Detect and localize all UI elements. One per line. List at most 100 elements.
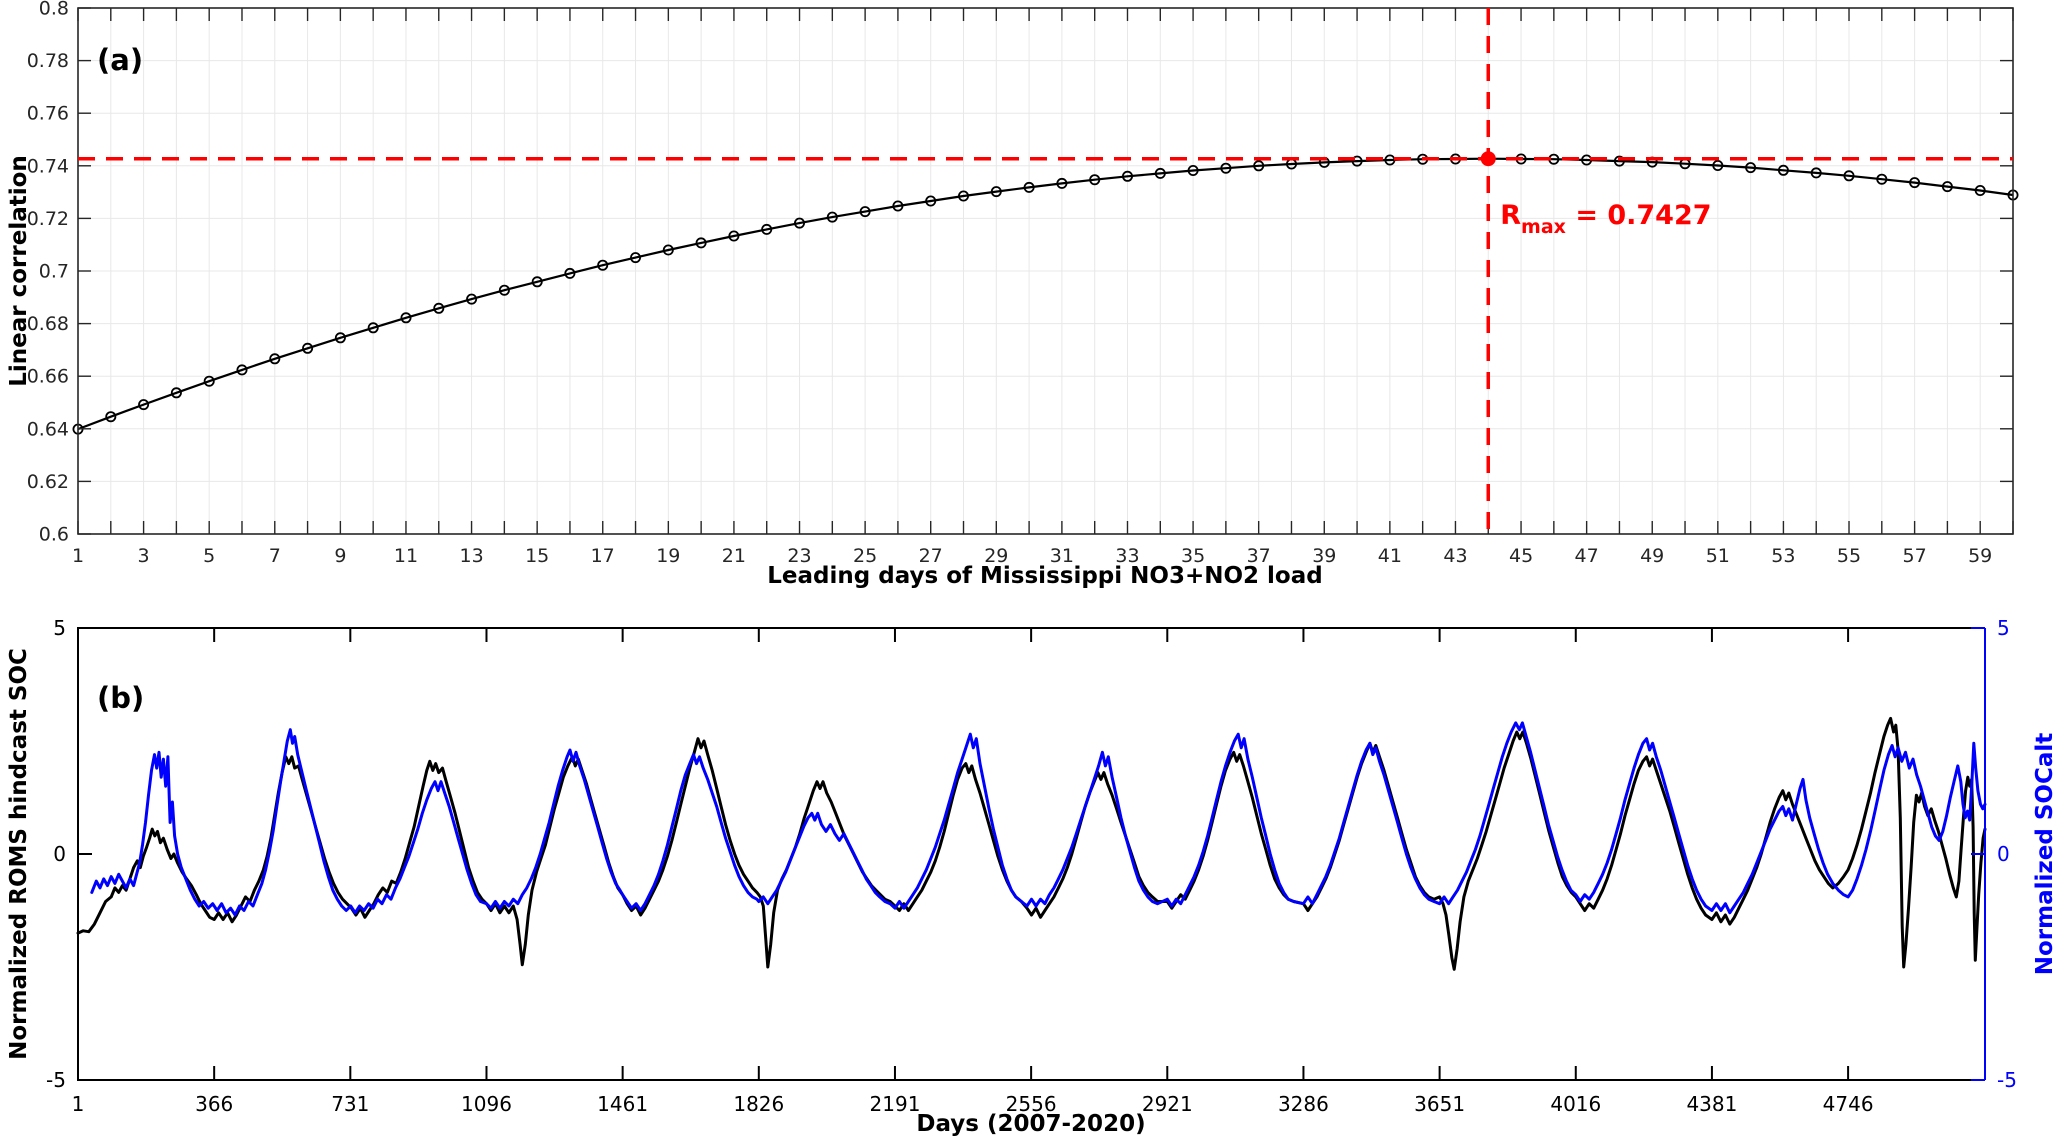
x-tick-label: 366: [195, 1092, 233, 1116]
x-tick-label: 5: [203, 545, 215, 567]
x-tick-label: 4381: [1686, 1092, 1737, 1116]
x-tick-label: 57: [1903, 545, 1927, 567]
data-point-marker: [433, 302, 445, 314]
data-point-marker: [630, 252, 642, 264]
data-point-marker: [1876, 173, 1888, 185]
data-point-marker: [728, 230, 740, 242]
panel-a-ylabel: Linear correlation: [6, 155, 32, 387]
x-tick-label: 1461: [597, 1092, 648, 1116]
x-tick-label: 2191: [870, 1092, 921, 1116]
panel-a: 1 3 5 7 9 11 13 15 17 19 21 23 25 27 29 31 33 35 37 39 41 43 4…: [6, 0, 2019, 589]
y-tick-label-right: 0: [1997, 842, 2010, 866]
x-tick-label: 2556: [1006, 1092, 1057, 1116]
y-tick-label-left: 0: [53, 842, 66, 866]
panel-b-ylabel-left: Normalized ROMS hindcast SOC: [6, 648, 32, 1060]
data-point-marker: [269, 353, 281, 365]
data-point-marker: [695, 237, 707, 249]
data-point-marker: [1253, 160, 1265, 172]
panel-b-letter: (b): [97, 681, 144, 715]
x-tick-label: 1826: [733, 1092, 784, 1116]
data-point-marker: [1712, 159, 1724, 171]
x-tick-label: 45: [1509, 545, 1533, 567]
panel-a-letter: (a): [97, 43, 143, 77]
data-point-marker: [859, 206, 871, 218]
x-tick-label: 25: [853, 545, 877, 567]
x-tick-label: 4016: [1550, 1092, 1601, 1116]
y-tick-label: 0.76: [27, 103, 69, 125]
normalized-roms-hindcast-soc-line: [76, 716, 1987, 971]
data-point-marker: [1089, 174, 1101, 186]
data-point-marker: [564, 267, 576, 279]
x-tick-label: 29: [984, 545, 1008, 567]
x-tick-label: 47: [1575, 545, 1599, 567]
panel-b-ylabel-right: Normalized SOCalt: [2032, 733, 2058, 976]
y-tick-label: 0.8: [39, 0, 69, 20]
x-tick-label: 39: [1312, 545, 1336, 567]
data-point-marker: [1154, 167, 1166, 179]
data-point-marker: [826, 211, 838, 223]
data-point-marker: [597, 259, 609, 271]
panel-a-series: [72, 153, 2019, 435]
panel-a-gridlines: [78, 8, 2013, 534]
data-point-marker: [1777, 164, 1789, 176]
data-point-marker: [1122, 170, 1134, 182]
plot-box-left-top-bottom: [77, 627, 1985, 1081]
x-tick-label: 9: [334, 545, 346, 567]
x-tick-label: 11: [394, 545, 418, 567]
data-point-marker: [498, 284, 510, 296]
x-tick-label: 2921: [1142, 1092, 1193, 1116]
y-tick-label-left: 5: [53, 616, 66, 640]
y-tick-label: 0.74: [27, 155, 69, 177]
x-tick-label: 43: [1443, 545, 1467, 567]
y-tick-label: 0.7: [39, 261, 69, 283]
data-point-marker: [400, 312, 412, 324]
data-point-marker: [1023, 181, 1035, 193]
data-point-marker: [761, 223, 773, 235]
x-tick-label: 1096: [461, 1092, 512, 1116]
data-point-marker: [466, 293, 478, 305]
rmax-annotation: Rmax = 0.7427: [78, 8, 2013, 534]
x-tick-label: 53: [1771, 545, 1795, 567]
x-tick-label: 7: [269, 545, 281, 567]
x-tick-label: 3: [138, 545, 150, 567]
x-tick-label: 3651: [1414, 1092, 1465, 1116]
y-tick-label: 0.64: [27, 418, 69, 440]
data-point-marker: [925, 195, 937, 207]
panel-a-xlabel: Leading days of Mississippi NO3+NO2 load: [767, 563, 1322, 589]
panel-b-axes: [77, 627, 1986, 1081]
x-tick-label: 17: [591, 545, 615, 567]
rmax-dot: [1480, 151, 1496, 167]
x-tick-label: 59: [1968, 545, 1992, 567]
y-tick-label: 0.78: [27, 50, 69, 72]
y-tick-label: 0.6: [39, 524, 69, 546]
y-tick-label-right: 5: [1997, 616, 2010, 640]
data-point-marker: [531, 276, 543, 288]
data-point-marker: [1056, 177, 1068, 189]
y-tick-label: 0.66: [27, 366, 69, 388]
data-point-marker: [958, 190, 970, 202]
x-tick-label: 19: [656, 545, 680, 567]
data-point-marker: [105, 411, 117, 423]
x-tick-label: 37: [1247, 545, 1271, 567]
data-point-marker: [794, 217, 806, 229]
x-tick-label: 31: [1050, 545, 1074, 567]
x-tick-label: 21: [722, 545, 746, 567]
data-point-marker: [990, 186, 1002, 198]
data-point-marker: [1843, 170, 1855, 182]
y-tick-label: 0.68: [27, 313, 69, 335]
x-tick-label: 3286: [1278, 1092, 1329, 1116]
x-tick-label: 55: [1837, 545, 1861, 567]
data-point-marker: [1745, 162, 1757, 174]
x-tick-label: 49: [1640, 545, 1664, 567]
data-point-marker: [138, 399, 150, 411]
data-point-marker: [1613, 155, 1625, 167]
data-point-marker: [170, 387, 182, 399]
x-tick-label: 4746: [1823, 1092, 1874, 1116]
data-point-marker: [662, 244, 674, 256]
x-tick-label: 15: [525, 545, 549, 567]
normalized-socalt-line: [90, 721, 1987, 917]
data-point-marker: [1351, 155, 1363, 167]
data-point-marker: [302, 342, 314, 354]
